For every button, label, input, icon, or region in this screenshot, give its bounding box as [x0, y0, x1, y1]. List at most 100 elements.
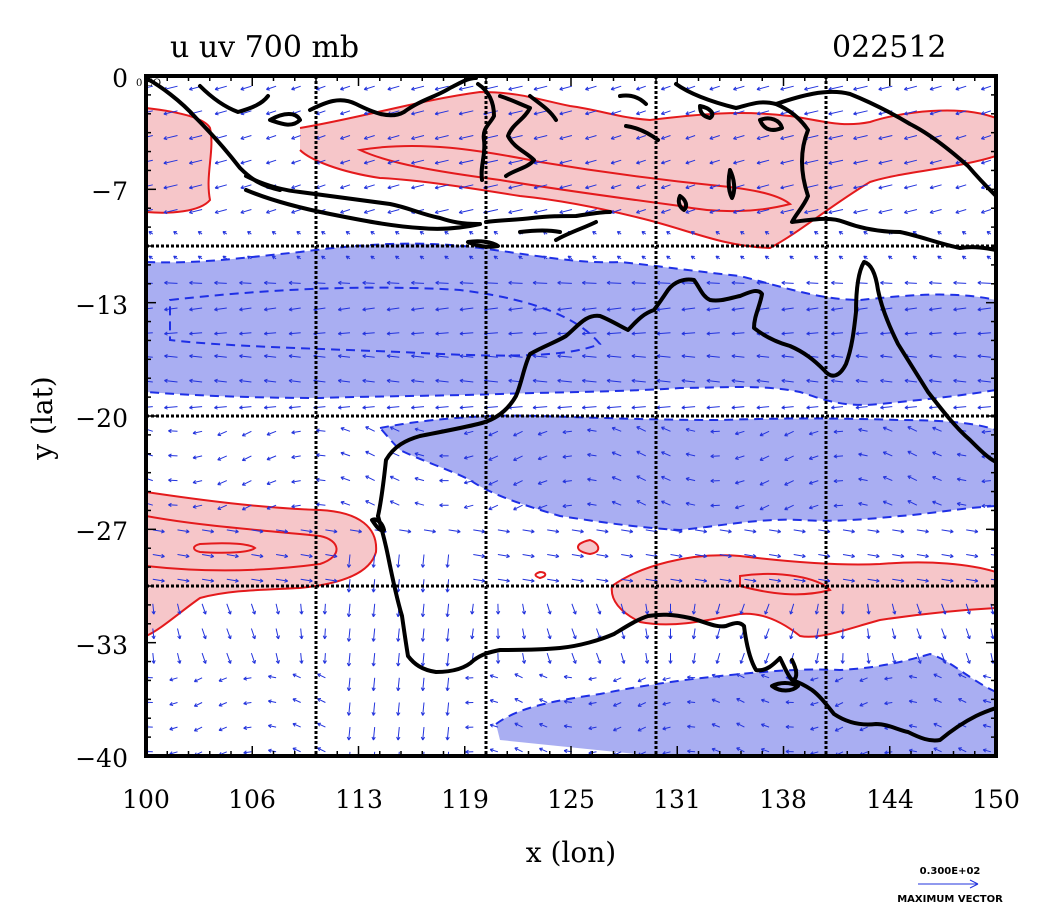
wind-vector [828, 209, 844, 215]
wind-vector [559, 135, 573, 141]
y-axis-label: y (lat) [26, 376, 59, 460]
wind-vector [463, 430, 474, 436]
wind-vector [769, 578, 782, 583]
wind-vector [444, 231, 449, 235]
wind-vector [834, 726, 844, 732]
wind-vector [957, 747, 967, 753]
wind-vector [214, 331, 227, 336]
wind-vector [756, 135, 770, 141]
coast-islands-north [618, 93, 784, 212]
wind-vector [884, 676, 893, 681]
wind-vector [473, 553, 486, 559]
tick-marks [145, 75, 997, 757]
wind-vector [546, 603, 552, 615]
wind-vector [317, 698, 326, 703]
wind-vector [169, 726, 178, 731]
wind-vector [414, 452, 425, 457]
wind-vector [955, 209, 967, 214]
wind-vector [217, 430, 228, 437]
wind-vector [419, 255, 425, 260]
wind-vector [709, 159, 720, 165]
wind-vector [661, 500, 671, 506]
wind-vectors [146, 85, 996, 756]
wind-vector [240, 85, 252, 91]
wind-vector [164, 354, 178, 359]
wind-vector [164, 331, 178, 336]
wind-vector [806, 405, 819, 410]
wind-vector [685, 427, 696, 432]
wind-vector [980, 110, 992, 116]
wind-vector [781, 307, 794, 312]
wind-vector [804, 209, 819, 215]
wind-vector [644, 628, 650, 640]
wind-vector [932, 500, 942, 506]
wind-vector [411, 184, 425, 190]
wind-vector [687, 724, 696, 729]
wind-vector [299, 628, 304, 640]
wind-vector [907, 426, 918, 432]
wind-vector [685, 452, 696, 457]
wind-vector [521, 628, 527, 640]
wind-vector [201, 652, 207, 664]
wind-vector [288, 354, 301, 359]
wind-vector [916, 652, 922, 664]
wind-vector [239, 307, 252, 312]
wind-vector [706, 405, 720, 410]
wind-vector [828, 85, 844, 91]
wind-vector [214, 307, 227, 312]
wind-vector [164, 405, 178, 410]
wind-vector [660, 209, 671, 214]
wind-vector [434, 184, 449, 190]
wind-vector [508, 280, 523, 285]
wind-vector [458, 135, 474, 141]
wind-vector [537, 480, 548, 485]
wind-vector [858, 501, 868, 506]
wind-vector [411, 405, 425, 410]
wind-vector [908, 724, 918, 729]
wind-vector [806, 378, 819, 383]
wind-vector [863, 255, 868, 260]
wind-vector [465, 749, 474, 755]
wind-vector [201, 603, 207, 615]
wind-vector [247, 255, 252, 260]
wind-vector [240, 135, 252, 140]
wind-vector [769, 529, 782, 534]
wind-vector [731, 280, 745, 285]
wind-vector [547, 578, 560, 583]
wind-vector [321, 231, 326, 235]
wind-vector [459, 405, 474, 410]
wind-vector [276, 529, 289, 534]
wind-vector [291, 85, 301, 91]
wind-vector [831, 331, 844, 336]
wind-vector [387, 209, 400, 214]
wind-vector [695, 578, 708, 583]
wind-vector [842, 553, 856, 559]
wind-vector [631, 280, 646, 285]
wind-vector [880, 280, 893, 286]
wind-vector [759, 504, 770, 511]
wind-vector [497, 529, 510, 534]
wind-vector [239, 280, 252, 286]
wind-vector [833, 503, 844, 508]
wind-vector [217, 455, 228, 461]
wind-vector [990, 529, 996, 532]
wind-vector [660, 110, 671, 116]
wind-vector [941, 603, 947, 615]
wind-vector [522, 578, 535, 583]
wind-vector [389, 475, 400, 482]
wind-vector [644, 603, 650, 615]
wind-vector [831, 354, 844, 359]
wind-vector [226, 628, 232, 640]
wind-vector [587, 502, 597, 507]
wind-vector [239, 405, 252, 410]
wind-vector [853, 184, 868, 190]
wind-vector [685, 110, 696, 116]
wind-vector [789, 255, 794, 260]
y-tick-label: −20 [75, 404, 128, 433]
wind-vector [620, 603, 626, 615]
wind-vector [929, 110, 942, 116]
wind-vector [386, 307, 400, 312]
wind-vector [736, 747, 745, 753]
wind-vector [508, 307, 523, 312]
